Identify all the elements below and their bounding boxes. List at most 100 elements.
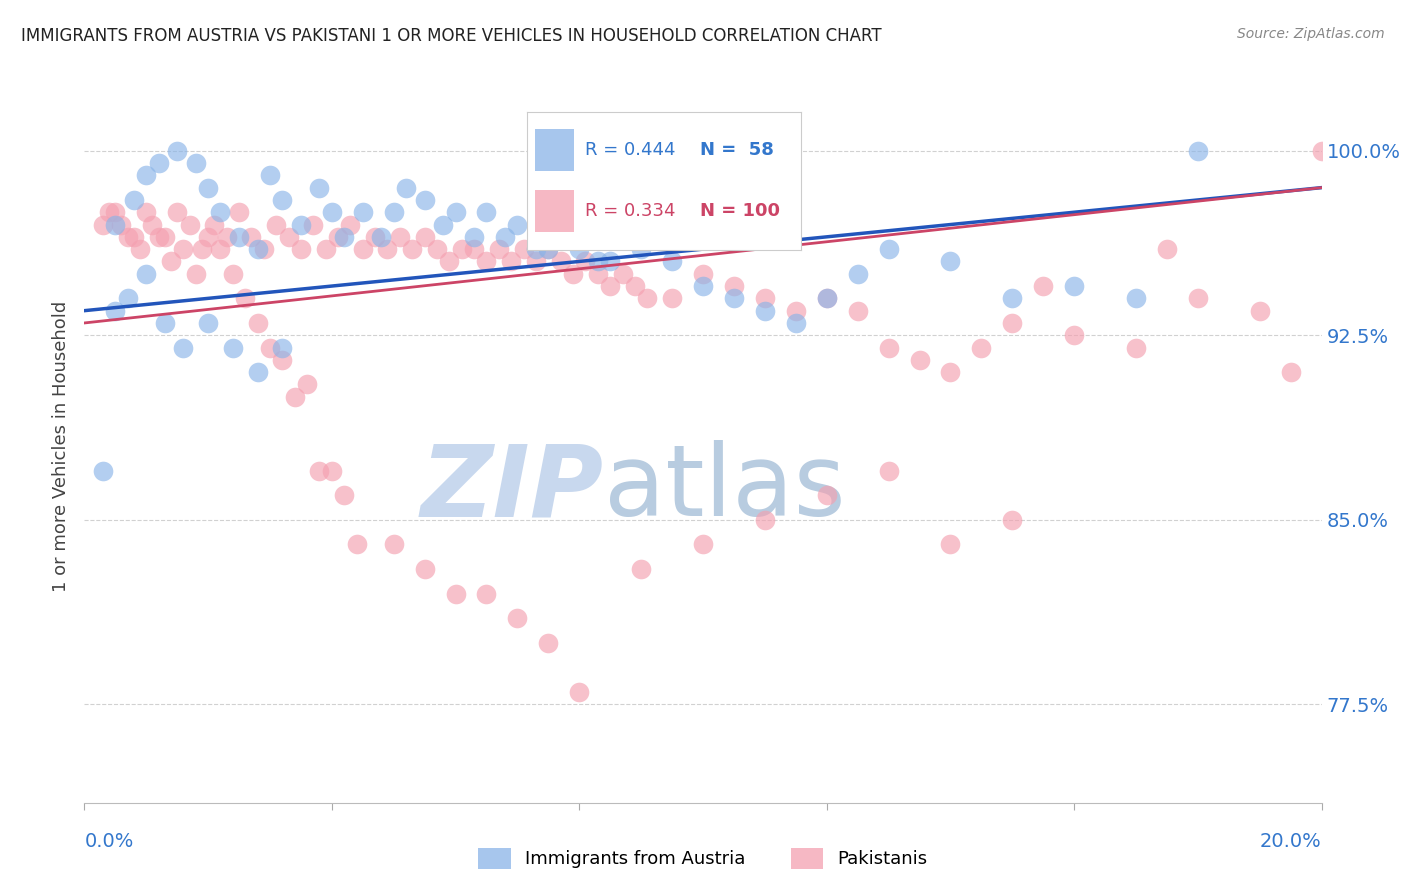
Point <box>432 218 454 232</box>
Point <box>524 242 547 256</box>
Point <box>202 218 225 232</box>
Point <box>723 279 745 293</box>
Legend: Immigrants from Austria, Pakistanis: Immigrants from Austria, Pakistanis <box>471 840 935 876</box>
Point <box>197 180 219 194</box>
Point <box>339 218 361 232</box>
Point <box>388 230 411 244</box>
Point <box>382 537 405 551</box>
Point <box>153 230 176 244</box>
Point <box>333 230 356 244</box>
Point <box>413 193 436 207</box>
Point <box>166 205 188 219</box>
Point <box>524 254 547 268</box>
Point <box>222 341 245 355</box>
Point <box>352 205 374 219</box>
Point <box>599 254 621 268</box>
Text: N = 100: N = 100 <box>700 202 780 220</box>
Point <box>370 230 392 244</box>
Point <box>501 254 523 268</box>
Text: 20.0%: 20.0% <box>1260 832 1322 851</box>
Point <box>1249 303 1271 318</box>
Point <box>1063 328 1085 343</box>
Point <box>692 279 714 293</box>
Point <box>315 242 337 256</box>
Point <box>586 267 609 281</box>
Point <box>209 205 232 219</box>
Point <box>184 267 207 281</box>
Point <box>426 242 449 256</box>
Point <box>815 488 838 502</box>
Point <box>253 242 276 256</box>
Point <box>550 254 572 268</box>
Point <box>444 587 467 601</box>
Text: ZIP: ZIP <box>420 441 605 537</box>
Point <box>259 169 281 183</box>
Point <box>277 230 299 244</box>
Point <box>494 230 516 244</box>
Point <box>568 242 591 256</box>
Point <box>661 254 683 268</box>
Point <box>148 230 170 244</box>
Point <box>970 341 993 355</box>
Point <box>1279 365 1302 379</box>
Point <box>1001 316 1024 330</box>
Point <box>215 230 238 244</box>
Point <box>117 291 139 305</box>
Point <box>939 254 962 268</box>
Point <box>295 377 318 392</box>
Point <box>91 464 114 478</box>
Point <box>222 267 245 281</box>
Point <box>877 242 900 256</box>
Point <box>785 303 807 318</box>
Point <box>290 218 312 232</box>
Point <box>754 513 776 527</box>
Point <box>785 316 807 330</box>
Point <box>321 464 343 478</box>
Point <box>209 242 232 256</box>
Point <box>308 464 330 478</box>
Point <box>450 242 472 256</box>
Point <box>271 193 294 207</box>
Point <box>246 365 269 379</box>
Point <box>815 291 838 305</box>
Point <box>562 267 585 281</box>
Point <box>939 365 962 379</box>
Point <box>172 242 194 256</box>
Point <box>104 205 127 219</box>
Point <box>246 316 269 330</box>
Text: R = 0.334: R = 0.334 <box>585 202 675 220</box>
Point <box>197 316 219 330</box>
Point <box>488 242 510 256</box>
Point <box>1125 341 1147 355</box>
Point <box>259 341 281 355</box>
Point <box>191 242 214 256</box>
Point <box>617 230 640 244</box>
Point <box>555 230 578 244</box>
Text: 0.0%: 0.0% <box>84 832 134 851</box>
Point <box>877 464 900 478</box>
Point <box>98 205 121 219</box>
Point <box>271 352 294 367</box>
Point <box>463 242 485 256</box>
Point <box>1187 291 1209 305</box>
Point <box>475 587 498 601</box>
Point <box>135 205 157 219</box>
Point <box>439 254 461 268</box>
Point <box>475 254 498 268</box>
Point <box>172 341 194 355</box>
Point <box>574 254 596 268</box>
Point <box>184 156 207 170</box>
Point <box>166 144 188 158</box>
Point <box>364 230 387 244</box>
Point <box>382 205 405 219</box>
Text: IMMIGRANTS FROM AUSTRIA VS PAKISTANI 1 OR MORE VEHICLES IN HOUSEHOLD CORRELATION: IMMIGRANTS FROM AUSTRIA VS PAKISTANI 1 O… <box>21 27 882 45</box>
Point <box>1001 291 1024 305</box>
Point <box>1125 291 1147 305</box>
Point <box>475 205 498 219</box>
FancyBboxPatch shape <box>536 129 574 171</box>
Point <box>271 341 294 355</box>
Point <box>630 242 652 256</box>
Point <box>228 230 250 244</box>
Point <box>506 611 529 625</box>
Point <box>661 291 683 305</box>
